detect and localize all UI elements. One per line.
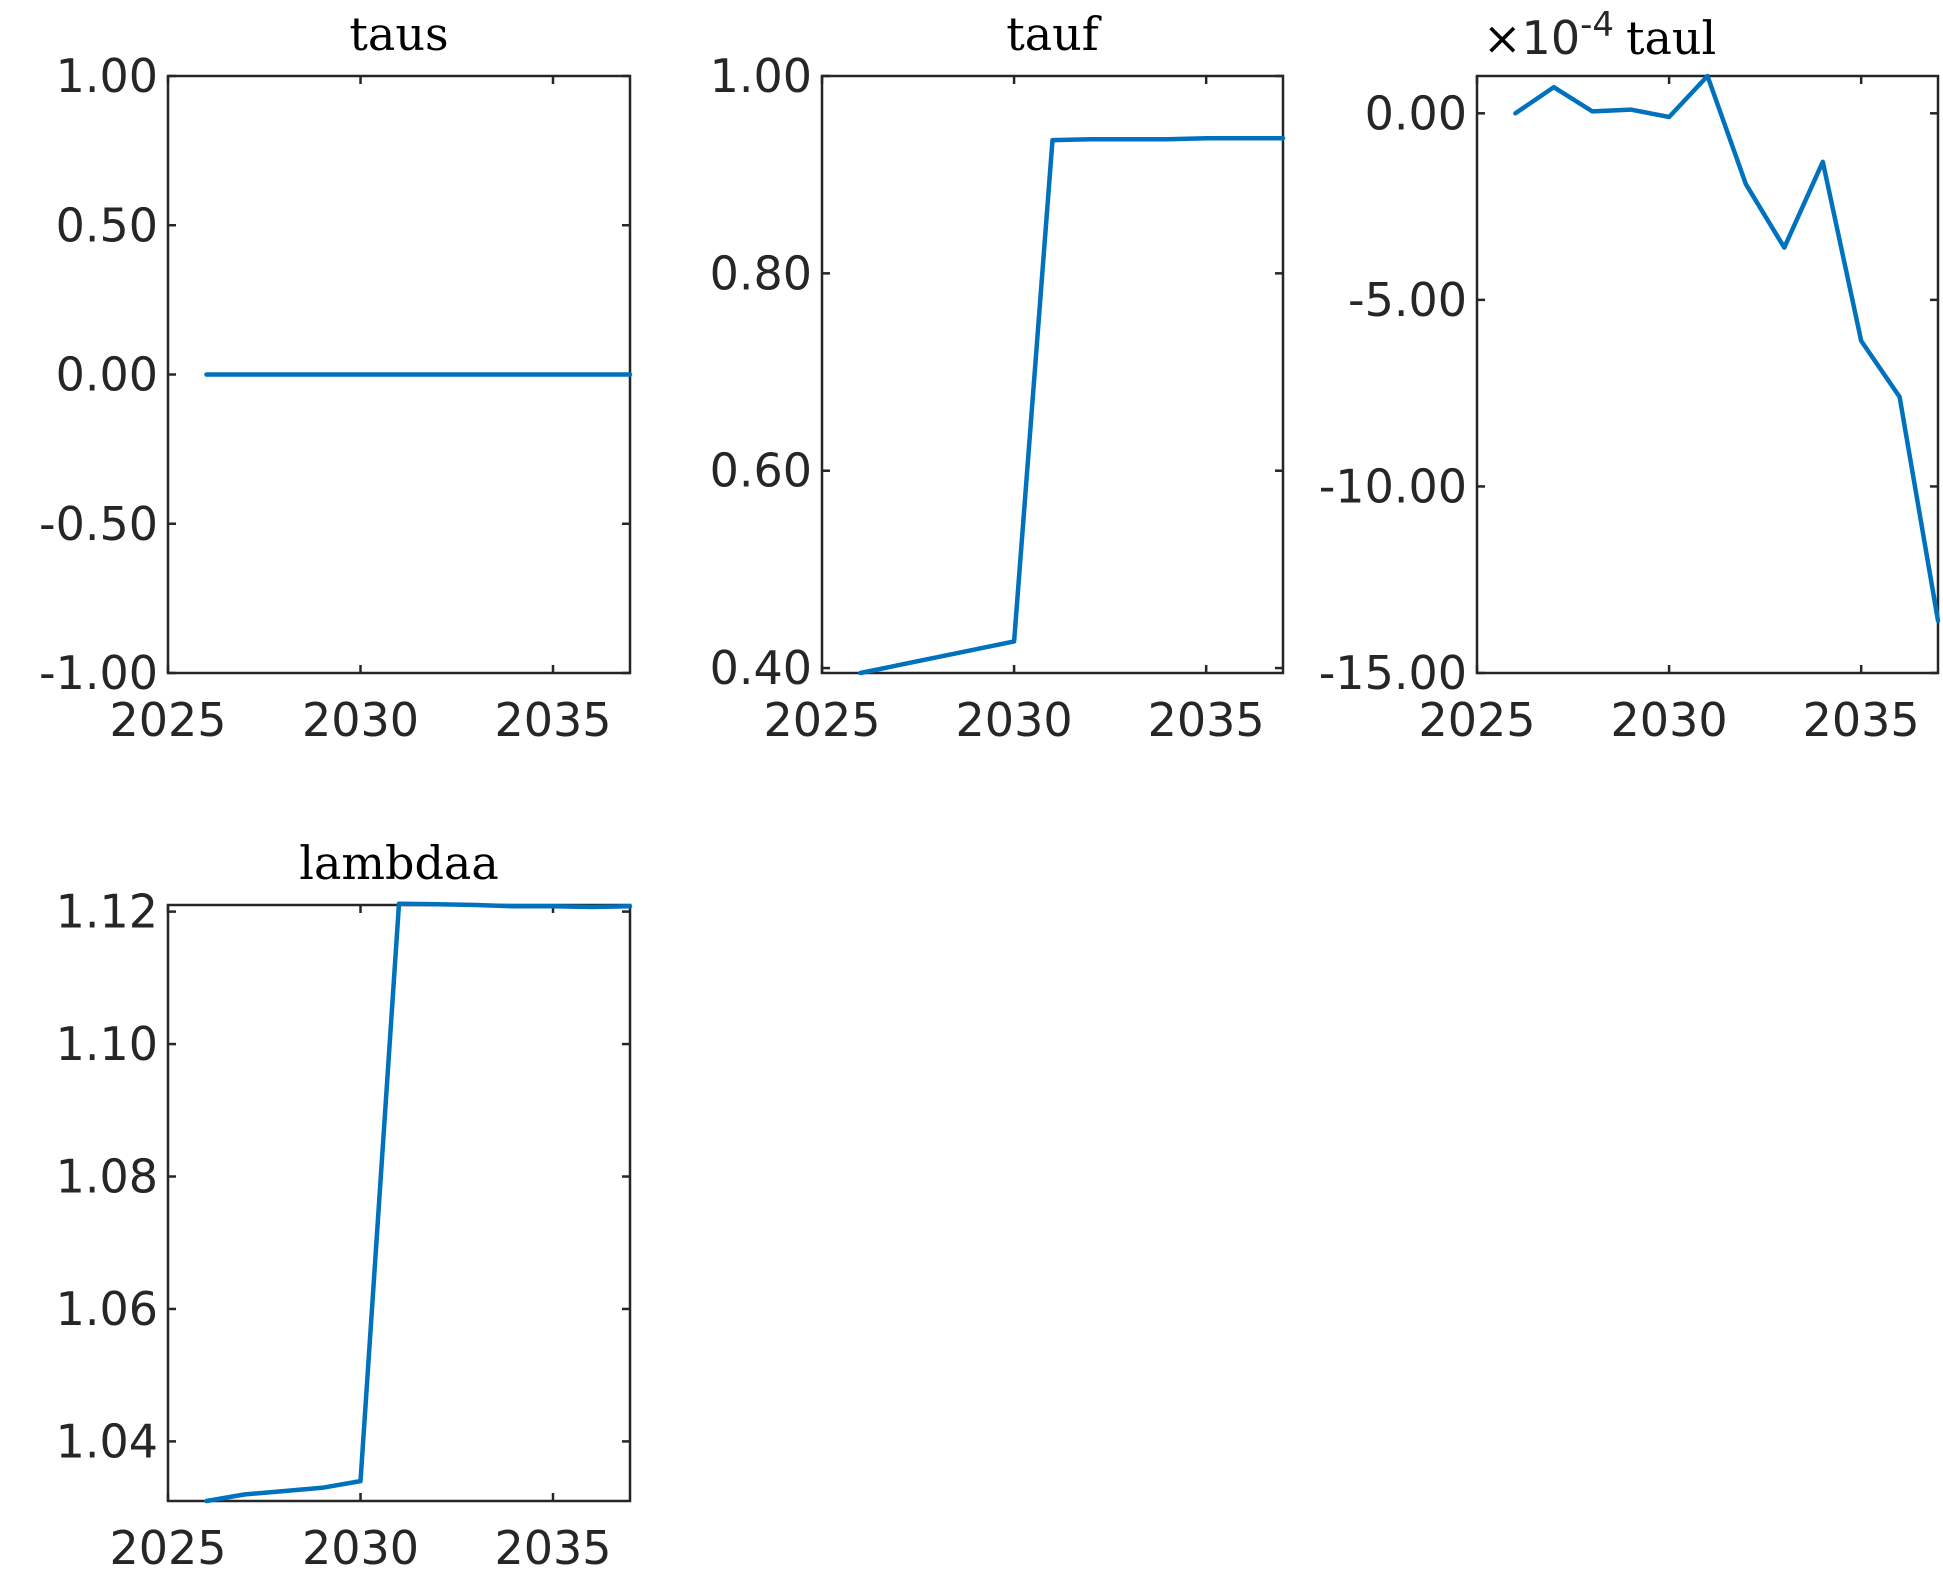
- x-tick-label: 2035: [1803, 693, 1920, 747]
- y-tick-label: -10.00: [1319, 459, 1467, 513]
- x-tick-label: 2025: [109, 1521, 226, 1575]
- y-tick-label: -1.00: [39, 646, 158, 700]
- x-tick-label: 2025: [1418, 693, 1535, 747]
- y-tick-label: 0.50: [56, 198, 158, 252]
- axes-box: [166, 903, 632, 1503]
- chart-title: taus: [349, 7, 448, 61]
- y-tick-label: 0.00: [56, 348, 158, 402]
- y-tick-label: 1.04: [56, 1414, 158, 1468]
- x-tick-label: 2035: [494, 693, 611, 747]
- y-tick-label: 0.40: [710, 641, 812, 695]
- chart-panel-taul: 2025 2030 2035 0.00 -5.00 -10.00 -15.00 ×10-4 ta…: [1319, 5, 1941, 747]
- x-tick-label: 2030: [1611, 693, 1728, 747]
- y-tick-label: -5.00: [1348, 273, 1467, 327]
- y-tick-label: 1.10: [56, 1017, 158, 1071]
- x-tick-label: 2035: [494, 1521, 611, 1575]
- series-line: [204, 901, 633, 1504]
- y-tick-label: 1.12: [56, 885, 158, 939]
- y-tick-label: -15.00: [1319, 646, 1467, 700]
- x-tick-label: 2035: [1148, 693, 1265, 747]
- y-tick-label: 1.00: [56, 49, 158, 103]
- chart-title: tauf: [1006, 7, 1102, 61]
- chart-panel-tauf: 2025 2030 2035 1.00 0.80 0.60 0.40 tauf: [710, 7, 1286, 747]
- x-tick-label: 2025: [109, 693, 226, 747]
- chart-title: lambdaa: [299, 836, 499, 890]
- series-line: [858, 135, 1286, 676]
- axes-box: [820, 74, 1285, 675]
- y-tick-label: 0.60: [710, 444, 812, 498]
- y-tick-label: 0.80: [710, 246, 812, 300]
- y-tick-label: 1.00: [710, 49, 812, 103]
- series-line: [1513, 73, 1941, 624]
- chart-panel-taus: 2025 2030 2035 1.00 0.50 0.00 -0.50 -1.00 taus: [39, 7, 633, 747]
- x-tick-label: 2030: [302, 693, 419, 747]
- x-tick-label: 2025: [763, 693, 880, 747]
- x-tick-label: 2030: [956, 693, 1073, 747]
- x-tick-label: 2030: [302, 1521, 419, 1575]
- exponent-multiplier: ×10-4 taul: [1483, 5, 1716, 65]
- y-tick-label: 1.06: [56, 1282, 158, 1336]
- chart-panel-lambdaa: 2025 2030 2035 1.12 1.10 1.08 1.06 1.04 lambdaa: [56, 836, 633, 1575]
- y-tick-label: -0.50: [39, 497, 158, 551]
- y-tick-label: 1.08: [56, 1150, 158, 1204]
- y-tick-label: 0.00: [1365, 86, 1467, 140]
- axes-box: [1475, 74, 1940, 675]
